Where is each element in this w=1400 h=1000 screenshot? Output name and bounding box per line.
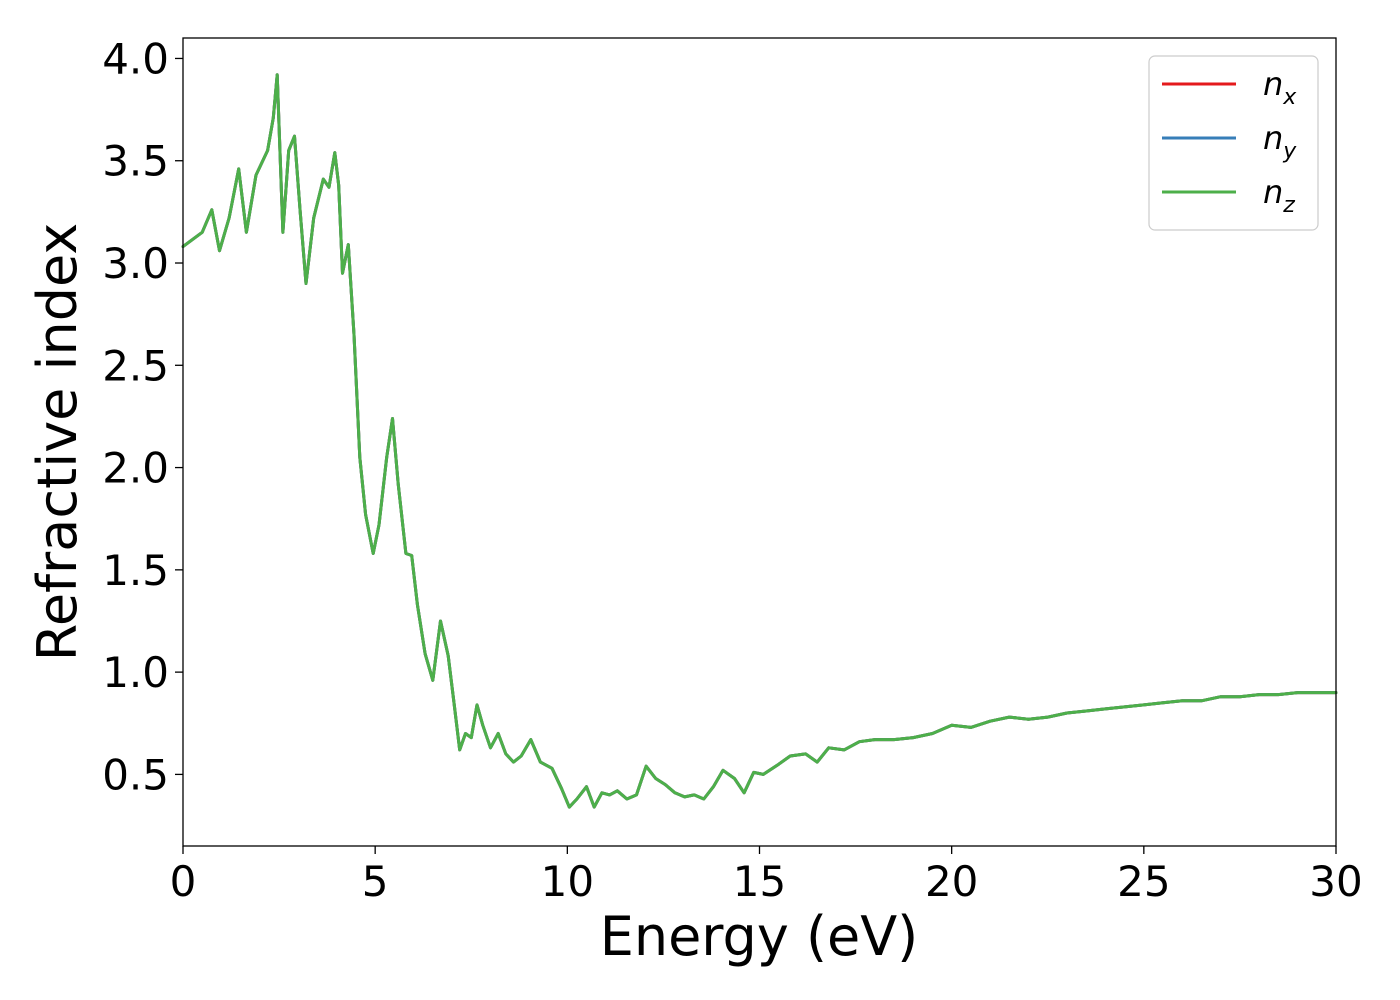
x-tick-label: 20 xyxy=(925,857,978,906)
legend-label-subscript: z xyxy=(1282,193,1295,218)
series-layer xyxy=(181,73,1338,809)
series-line-n-z xyxy=(181,73,1338,809)
x-tick-label: 5 xyxy=(362,857,389,906)
legend-label-y: ny xyxy=(1263,119,1297,164)
y-tick-label: 3.5 xyxy=(102,137,169,186)
y-tick-label: 0.5 xyxy=(102,750,169,799)
y-axis-label: Refractive index xyxy=(26,223,89,662)
y-axis-ticks: 0.5 1.0 1.5 2.0 2.5 3.0 3.5 4.0 xyxy=(102,34,183,799)
x-tick-label: 30 xyxy=(1309,857,1362,906)
y-tick-label: 3.0 xyxy=(102,239,169,288)
x-tick-label: 25 xyxy=(1117,857,1170,906)
legend-label-base: n xyxy=(1263,65,1283,103)
y-tick-label: 4.0 xyxy=(102,34,169,83)
legend-label-subscript: x xyxy=(1282,85,1297,110)
x-tick-label: 0 xyxy=(170,857,197,906)
y-tick-label: 2.0 xyxy=(102,444,169,493)
x-axis-label: Energy (eV) xyxy=(600,905,919,968)
y-tick-label: 1.0 xyxy=(102,648,169,697)
legend-label-base: n xyxy=(1263,119,1283,157)
legend-label-x: nx xyxy=(1263,65,1297,110)
legend-label-subscript: y xyxy=(1282,139,1297,164)
x-tick-label: 10 xyxy=(541,857,594,906)
x-tick-label: 15 xyxy=(733,857,786,906)
y-tick-label: 2.5 xyxy=(102,341,169,390)
y-tick-label: 1.5 xyxy=(102,546,169,595)
legend-box xyxy=(1148,55,1319,231)
legend-label-z: nz xyxy=(1263,173,1295,218)
x-axis-ticks: 0 5 10 15 20 25 30 xyxy=(170,846,1363,906)
legend-label-base: n xyxy=(1263,173,1283,211)
